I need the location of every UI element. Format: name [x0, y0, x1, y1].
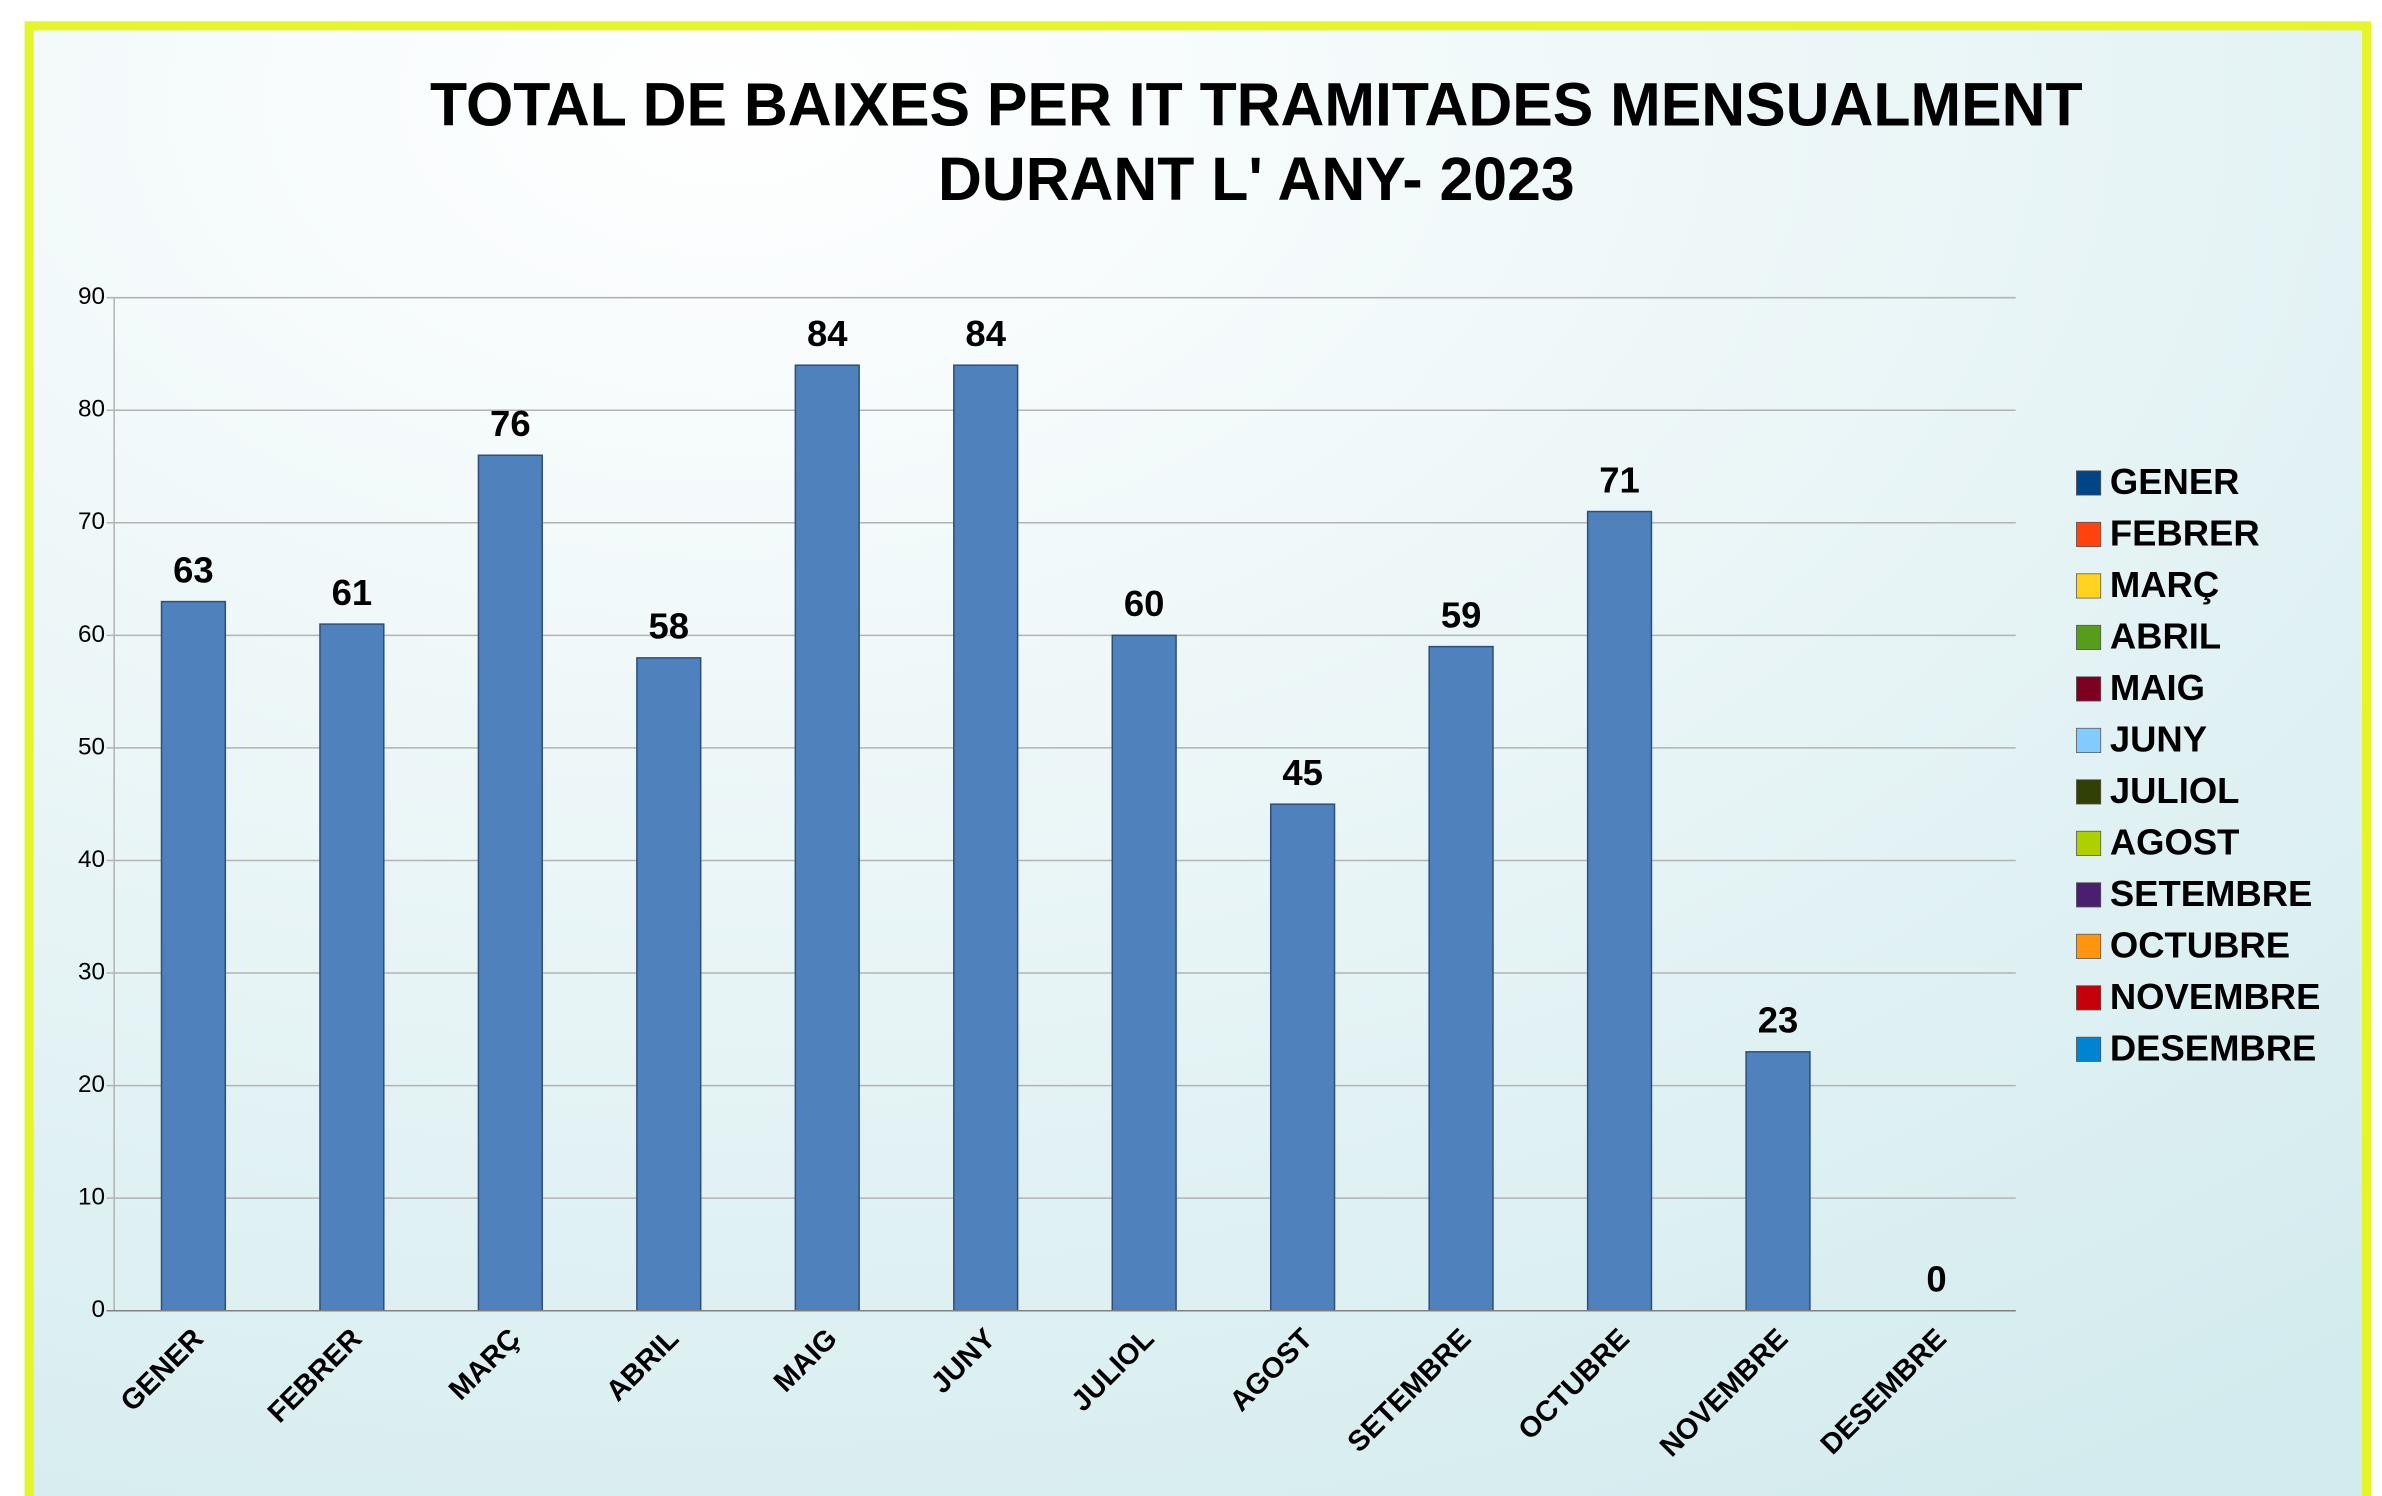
- legend-label: JULIOL: [2110, 770, 2240, 811]
- legend-swatch: [2076, 1036, 2102, 1062]
- legend-swatch: [2076, 933, 2102, 959]
- data-label: 58: [649, 606, 690, 647]
- data-label: 45: [1282, 752, 1323, 793]
- data-label: 23: [1758, 1000, 1799, 1041]
- y-tick-label: 60: [78, 621, 105, 648]
- chart-title: DURANT L' ANY- 2023: [938, 145, 1575, 213]
- y-tick-label: 40: [78, 846, 105, 873]
- bar: [1269, 803, 1336, 1312]
- legend-swatch: [2076, 624, 2102, 650]
- legend-label: FEBRER: [2110, 513, 2260, 554]
- y-tick-label: 20: [78, 1071, 105, 1098]
- legend-swatch: [2076, 676, 2102, 702]
- data-label: 0: [1926, 1258, 1946, 1299]
- data-label: 71: [1599, 459, 1640, 500]
- bar: [1111, 634, 1177, 1312]
- bar: [477, 454, 543, 1312]
- data-label: 63: [173, 549, 214, 590]
- legend-label: MARÇ: [2110, 564, 2219, 605]
- data-label: 60: [1124, 583, 1165, 624]
- legend-label: JUNY: [2110, 719, 2207, 760]
- bar: [160, 600, 227, 1312]
- y-tick-label: 10: [78, 1184, 105, 1211]
- legend-swatch: [2076, 470, 2102, 496]
- bar: [319, 623, 385, 1312]
- bar: [1428, 645, 1494, 1312]
- legend-swatch: [2076, 779, 2102, 805]
- data-label: 76: [490, 403, 531, 444]
- legend-label: SETEMBRE: [2110, 873, 2312, 914]
- data-label: 61: [332, 572, 373, 613]
- bar: [794, 364, 860, 1312]
- legend-swatch: [2076, 830, 2102, 856]
- chart-title: TOTAL DE BAIXES PER IT TRAMITADES MENSUA…: [430, 70, 2083, 138]
- data-label: 84: [965, 313, 1006, 354]
- legend-swatch: [2076, 521, 2102, 547]
- bar: [1745, 1051, 1811, 1312]
- legend-label: OCTUBRE: [2110, 924, 2290, 965]
- data-label: 84: [807, 313, 848, 354]
- y-tick-label: 80: [78, 396, 105, 423]
- y-tick-label: 70: [78, 508, 105, 535]
- legend-swatch: [2076, 985, 2102, 1011]
- bar: [636, 657, 702, 1312]
- legend-label: NOVEMBRE: [2110, 976, 2321, 1017]
- legend-swatch: [2076, 727, 2102, 753]
- y-tick-label: 50: [78, 733, 105, 760]
- chart-frame: [24, 21, 2372, 1496]
- legend-label: GENER: [2110, 461, 2240, 502]
- bar: [953, 364, 1019, 1312]
- y-tick-label: 0: [92, 1296, 106, 1323]
- bar: [1586, 510, 1653, 1312]
- y-tick-label: 90: [78, 283, 105, 310]
- data-label: 59: [1441, 594, 1482, 635]
- legend-label: DESEMBRE: [2110, 1027, 2317, 1068]
- legend-label: MAIG: [2110, 667, 2205, 708]
- legend-swatch: [2076, 573, 2102, 599]
- legend-swatch: [2076, 882, 2102, 908]
- y-tick-label: 30: [78, 958, 105, 985]
- legend-label: AGOST: [2110, 822, 2240, 863]
- legend-label: ABRIL: [2110, 616, 2221, 657]
